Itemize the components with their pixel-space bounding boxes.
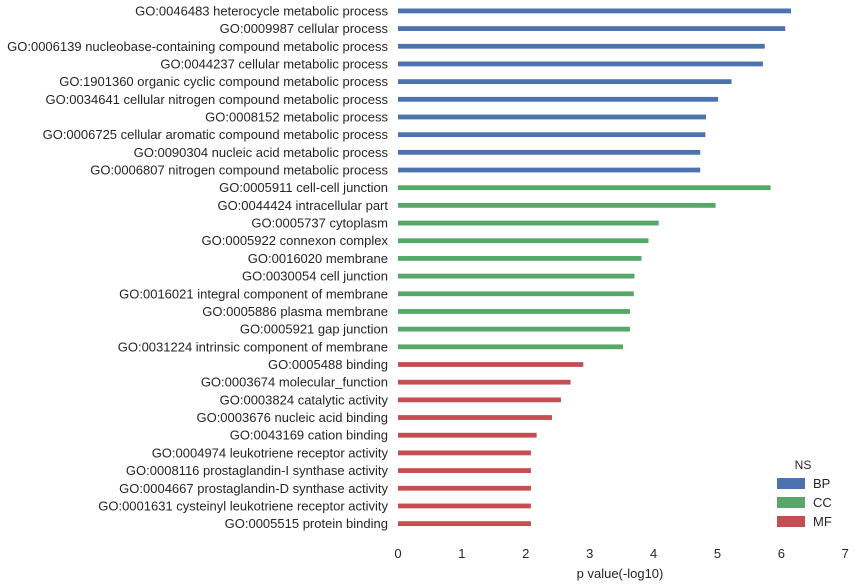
category-label: GO:0009987 cellular process <box>220 21 389 36</box>
bar-cc-15 <box>398 273 635 279</box>
category-label: GO:0006807 nitrogen compound metabolic p… <box>90 163 388 178</box>
bar-cc-17 <box>398 309 630 314</box>
bar-bp-7 <box>398 132 706 138</box>
bar-bp-8 <box>398 149 701 155</box>
category-label: GO:0001631 cysteinyl leukotriene recepto… <box>98 498 388 513</box>
legend-swatch-cc <box>777 497 805 508</box>
bar-cc-13 <box>398 238 649 244</box>
bar-mf-29 <box>398 521 531 527</box>
bar-bp-5 <box>398 96 719 102</box>
category-label: GO:0004974 leukotriene receptor activity <box>152 445 389 460</box>
x-tick-label: 0 <box>394 546 401 561</box>
category-label: GO:0005886 plasma membrane <box>202 304 388 319</box>
legend-label-mf: MF <box>813 514 832 529</box>
category-label: GO:0030054 cell junction <box>242 269 388 284</box>
bar-cc-19 <box>398 344 623 350</box>
category-label: GO:0044424 intracellular part <box>217 198 388 213</box>
bar-bp-6 <box>398 114 706 120</box>
category-label: GO:0005488 binding <box>268 357 388 372</box>
category-label: GO:0005921 gap junction <box>240 322 388 337</box>
legend-label-cc: CC <box>813 495 832 510</box>
category-label: GO:0003824 catalytic activity <box>220 392 389 407</box>
x-tick-label: 2 <box>522 546 529 561</box>
category-label: GO:0006139 nucleobase-containing compoun… <box>7 39 388 54</box>
category-label: GO:0006725 cellular aromatic compound me… <box>43 127 389 142</box>
category-label: GO:0044237 cellular metabolic process <box>160 56 388 71</box>
x-tick-label: 3 <box>586 546 593 561</box>
x-tick-label: 5 <box>714 546 721 561</box>
category-label: GO:0031224 intrinsic component of membra… <box>118 339 388 354</box>
bar-mf-23 <box>398 415 552 420</box>
category-label: GO:0005911 cell-cell junction <box>219 180 388 195</box>
category-label: GO:0005737 cytoplasm <box>251 216 388 231</box>
bar-bp-0 <box>398 8 791 14</box>
bar-mf-24 <box>398 432 537 438</box>
bar-bp-1 <box>398 26 786 31</box>
x-tick-label: 6 <box>778 546 785 561</box>
category-label: GO:0016021 integral component of membran… <box>119 286 388 301</box>
legend-label-bp: BP <box>813 476 830 491</box>
category-label: GO:0090304 nucleic acid metabolic proces… <box>134 145 389 160</box>
bar-cc-10 <box>398 185 771 191</box>
category-label: GO:0046483 heterocycle metabolic process <box>135 3 388 18</box>
category-label: GO:0043169 cation binding <box>230 428 388 443</box>
bar-bp-3 <box>398 61 763 67</box>
category-label: GO:0003674 molecular_function <box>201 375 388 390</box>
bar-mf-20 <box>398 362 584 367</box>
category-label: GO:0008116 prostaglandin-I synthase acti… <box>126 463 389 478</box>
legend-entries: BP CC MF <box>777 476 832 529</box>
legend-title: NS <box>795 458 812 472</box>
bar-bp-4 <box>398 79 732 85</box>
x-axis: 0 1 2 3 4 5 6 7 <box>394 546 849 561</box>
category-label: GO:0003676 nucleic acid binding <box>196 410 388 425</box>
bar-mf-28 <box>398 503 531 509</box>
category-label: GO:0004667 prostaglandin-D synthase acti… <box>119 481 388 496</box>
bar-bp-2 <box>398 43 765 49</box>
bar-mf-25 <box>398 450 531 456</box>
category-label: GO:0034641 cellular nitrogen compound me… <box>45 92 388 107</box>
bar-cc-12 <box>398 220 659 226</box>
x-axis-label: p value(-log10) <box>577 566 664 581</box>
x-tick-label: 7 <box>842 546 849 561</box>
bar-cc-14 <box>398 256 642 261</box>
legend-swatch-mf <box>777 516 805 527</box>
bar-mf-26 <box>398 468 531 473</box>
category-label: GO:0016020 membrane <box>248 251 388 266</box>
x-tick-label: 1 <box>458 546 465 561</box>
legend-swatch-bp <box>777 478 805 489</box>
category-labels: GO:0046483 heterocycle metabolic process… <box>7 3 388 531</box>
bars-layer <box>398 8 791 527</box>
bar-mf-22 <box>398 397 561 403</box>
bar-mf-21 <box>398 379 571 385</box>
category-label: GO:0008152 metabolic process <box>205 109 388 124</box>
x-tick-label: 4 <box>650 546 657 561</box>
bar-bp-9 <box>398 167 701 173</box>
category-label: GO:1901360 organic cyclic compound metab… <box>59 74 388 89</box>
legend: NS BP CC MF <box>777 458 832 529</box>
bar-mf-27 <box>398 485 531 491</box>
bar-cc-11 <box>398 202 716 208</box>
category-label: GO:0005922 connexon complex <box>202 233 389 248</box>
category-label: GO:0005515 protein binding <box>225 516 388 531</box>
bar-cc-18 <box>398 326 630 332</box>
bar-cc-16 <box>398 291 634 297</box>
